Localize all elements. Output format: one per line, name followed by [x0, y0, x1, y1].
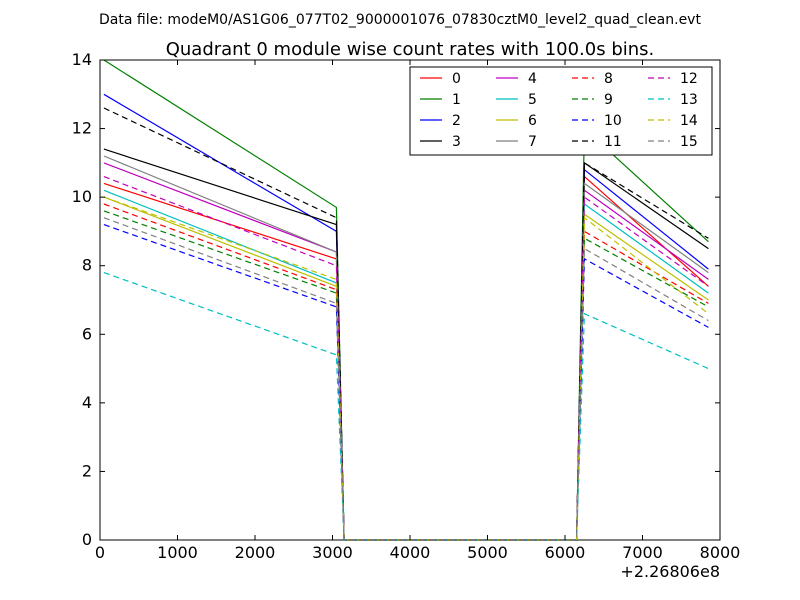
legend-label-12: 12 [680, 71, 698, 87]
y-tick-label: 10 [72, 187, 92, 206]
legend-frame [409, 66, 713, 156]
legend-label-2: 2 [452, 113, 461, 129]
y-tick-label: 12 [72, 119, 92, 138]
legend-label-9: 9 [604, 92, 613, 108]
series-layer [103, 59, 709, 541]
legend-label-6: 6 [528, 113, 537, 129]
legend-label-8: 8 [604, 71, 613, 87]
x-tick-label: 5000 [467, 543, 508, 562]
series-15-line [103, 217, 709, 541]
legend-label-3: 3 [452, 134, 461, 150]
x-tick-label: 2000 [235, 543, 276, 562]
legend-label-11: 11 [604, 134, 622, 150]
x-tick-label: 7000 [622, 543, 663, 562]
y-tick-label: 6 [82, 324, 92, 343]
legend-label-15: 15 [680, 134, 698, 150]
y-tick-label: 8 [82, 256, 92, 275]
x-tick-label: 8000 [700, 543, 741, 562]
y-tick-label: 0 [82, 530, 92, 549]
legend-label-7: 7 [528, 134, 537, 150]
x-tick-label: 6000 [545, 543, 586, 562]
y-tick-label: 2 [82, 461, 92, 480]
chart-title: Quadrant 0 module wise count rates with … [166, 39, 655, 60]
x-tick-label: 0 [95, 543, 105, 562]
legend-label-0: 0 [452, 71, 461, 87]
legend-label-5: 5 [528, 92, 537, 108]
x-offset-label: +2.26806e8 [620, 562, 720, 581]
series-10-line [103, 224, 709, 541]
legend-label-10: 10 [604, 113, 622, 129]
legend-label-14: 14 [680, 113, 698, 129]
axes-layer: 0 1000 2000 3000 4000 5000 6000 7000 80000246810… [72, 50, 741, 562]
x-tick-label: 4000 [390, 543, 431, 562]
legend-label-13: 13 [680, 92, 698, 108]
y-tick-label: 4 [82, 393, 92, 412]
y-tick-label: 14 [72, 50, 92, 69]
legend-label-4: 4 [528, 71, 537, 87]
x-tick-label: 1000 [157, 543, 198, 562]
legend-label-1: 1 [452, 92, 461, 108]
chart-suptitle: Data file: modeM0/AS1G06_077T02_90000010… [99, 12, 701, 28]
series-13-line [103, 272, 709, 541]
x-tick-label: 3000 [312, 543, 353, 562]
